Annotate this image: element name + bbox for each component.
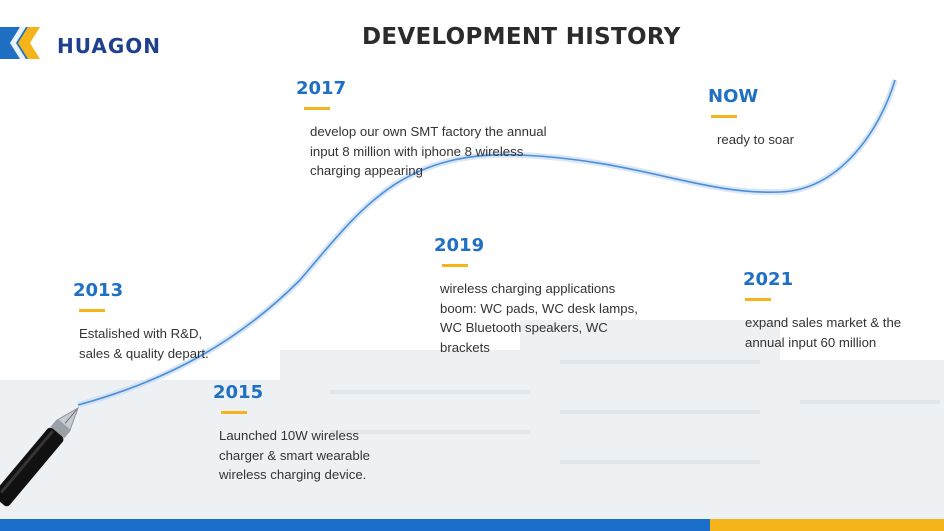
chevron-logo-icon xyxy=(0,27,40,59)
footer-bar-blue xyxy=(0,519,710,531)
milestone-2019: 2019 wireless charging applications boom… xyxy=(434,235,638,357)
milestone-year: 2019 xyxy=(434,235,485,256)
background-buildings xyxy=(0,300,944,520)
page-title: DEVELOPMENT HISTORY xyxy=(362,24,681,50)
milestone-year: 2017 xyxy=(296,78,347,99)
milestone-year: 2021 xyxy=(743,269,794,290)
milestone-description: wireless charging applications boom: WC … xyxy=(440,281,638,355)
milestone-underline xyxy=(221,411,247,414)
milestone-year: 2015 xyxy=(213,382,264,403)
milestone-description: Launched 10W wireless charger & smart we… xyxy=(219,428,370,483)
milestone-2017: 2017 develop our own SMT factory the ann… xyxy=(296,78,547,181)
milestone-year: NOW xyxy=(708,86,759,107)
milestone-underline xyxy=(711,115,737,118)
milestone-underline xyxy=(745,298,771,301)
milestone-underline xyxy=(442,264,468,267)
milestone-year: 2013 xyxy=(73,280,124,301)
milestone-underline xyxy=(304,107,330,110)
milestone-underline xyxy=(79,309,105,312)
milestone-description: Estalished with R&D, sales & quality dep… xyxy=(79,326,209,361)
footer-bar-gold xyxy=(710,519,944,531)
logo-text: HUAGON xyxy=(57,34,161,58)
fountain-pen-icon xyxy=(0,406,79,507)
milestone-2021: 2021 expand sales market & the annual in… xyxy=(743,269,901,352)
milestone-now: NOW ready to soar xyxy=(708,86,794,150)
milestone-2013: 2013 Estalished with R&D, sales & qualit… xyxy=(73,280,209,363)
milestone-description: expand sales market & the annual input 6… xyxy=(745,315,902,350)
milestone-description: ready to soar xyxy=(717,132,794,147)
milestone-description: develop our own SMT factory the annual i… xyxy=(310,124,547,179)
milestone-2015: 2015 Launched 10W wireless charger & sma… xyxy=(213,382,370,485)
